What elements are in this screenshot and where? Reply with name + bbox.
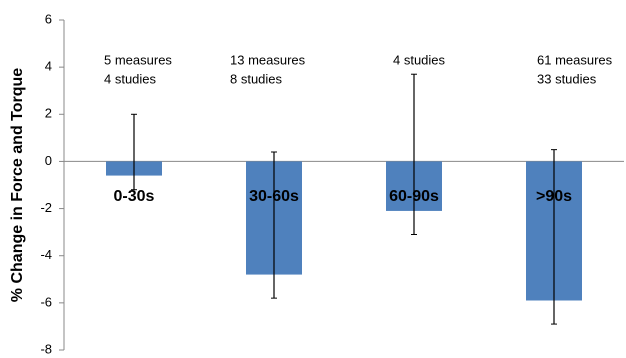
annotation: 4 studies [104,71,157,86]
annotation: 33 studies [537,71,597,86]
annotation: 61 measures [537,52,613,67]
annotation: 5 measures [104,52,172,67]
y-axis-label: % Change in Force and Torque [9,68,26,302]
y-tick-label: 2 [45,106,52,121]
y-tick-label: -6 [40,294,52,309]
y-tick-label: 4 [45,59,52,74]
annotation: 8 studies [230,71,283,86]
y-tick-label: 0 [45,153,52,168]
category-label: 0-30s [114,188,155,205]
category-label: 60-90s [389,188,439,205]
category-label: >90s [536,188,572,205]
annotation: 4 studies [393,52,446,67]
annotation: 13 measures [230,52,306,67]
category-label: 30-60s [249,188,299,205]
y-tick-label: -2 [40,200,52,215]
y-tick-label: -4 [40,247,52,262]
y-tick-label: -8 [40,341,52,356]
y-tick-label: 6 [45,11,52,26]
